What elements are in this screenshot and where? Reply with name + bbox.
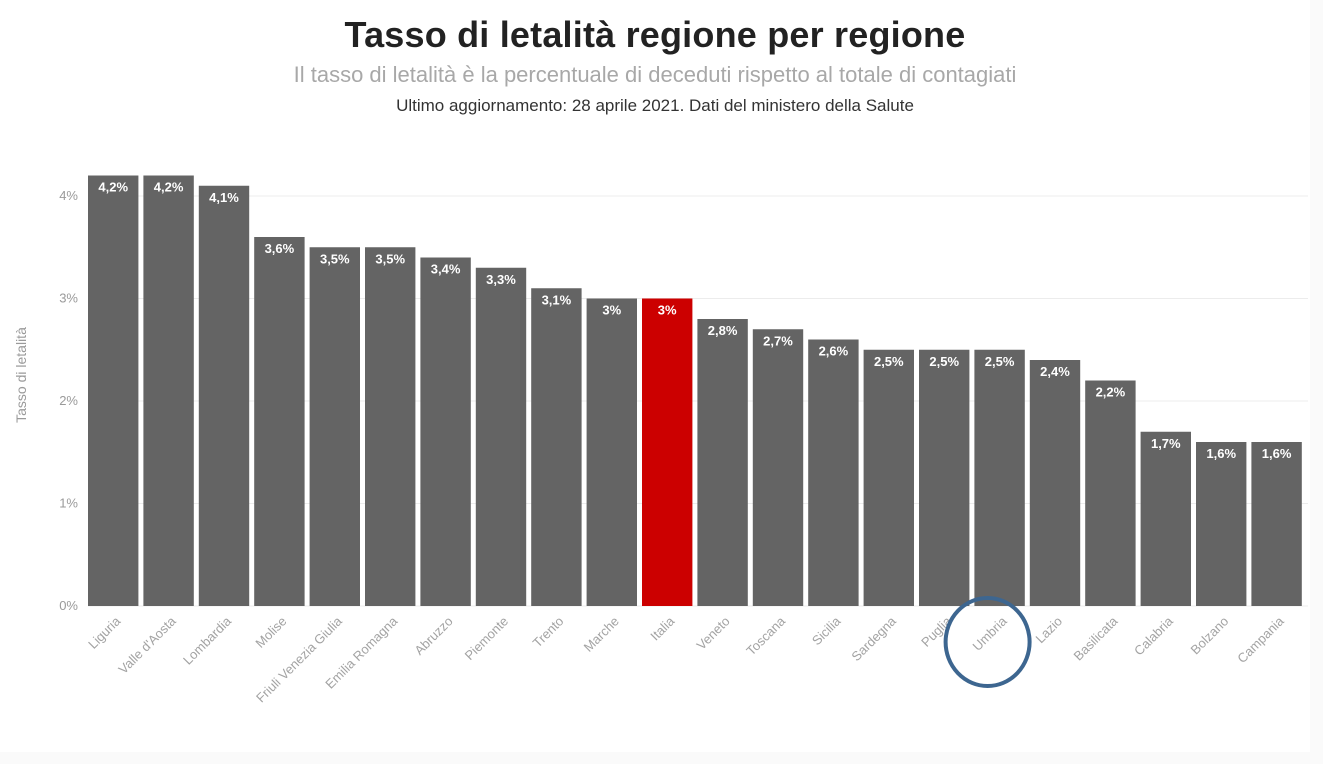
bar <box>863 349 914 606</box>
x-tick-label: Bolzano <box>1187 614 1231 658</box>
bar <box>1196 442 1247 606</box>
bar <box>642 298 693 606</box>
bars <box>88 175 1302 606</box>
y-tick-label: 3% <box>59 291 78 306</box>
x-tick-label: Veneto <box>693 614 732 653</box>
data-label: 1,7% <box>1151 436 1181 451</box>
x-tick-label: Sardegna <box>848 613 899 664</box>
data-label: 3,6% <box>265 241 295 256</box>
bar <box>475 267 527 606</box>
data-label: 2,4% <box>1040 364 1070 379</box>
bar <box>143 175 194 606</box>
x-tick-label: Liguria <box>85 613 124 652</box>
x-tick-label: Sicilia <box>809 613 844 648</box>
x-tick-label: Italia <box>647 613 678 644</box>
bar <box>1085 380 1136 606</box>
y-axis-ticks: 0% 1% 2% 3% 4% <box>59 188 78 613</box>
x-tick-label: Valle d'Aosta <box>115 613 179 677</box>
y-tick-label: 4% <box>59 188 78 203</box>
bar <box>697 319 748 606</box>
annotation-circle <box>943 596 1032 688</box>
x-tick-label: Umbria <box>969 613 1010 654</box>
x-tick-label: Piemonte <box>462 614 511 663</box>
bar <box>309 247 360 606</box>
chart-title: Tasso di letalità regione per regione <box>344 14 966 55</box>
data-label: 3,3% <box>486 272 516 287</box>
bar <box>919 349 970 606</box>
data-label: 2,8% <box>708 323 738 338</box>
data-label: 1,6% <box>1206 446 1236 461</box>
data-label: 3,1% <box>542 292 572 307</box>
x-tick-label: Toscana <box>743 613 788 658</box>
x-tick-label: Campania <box>1234 613 1287 666</box>
bar <box>752 329 804 606</box>
x-tick-label: Lombardia <box>180 613 235 668</box>
data-label: 3,5% <box>320 251 350 266</box>
x-tick-label: Trento <box>530 614 567 651</box>
chart-subtitle: Il tasso di letalità è la percentuale di… <box>293 62 1017 87</box>
bar <box>365 247 416 606</box>
bar <box>974 349 1025 606</box>
chart-page: Tasso di letalità regione per regione Il… <box>13 14 1308 706</box>
data-label: 2,5% <box>874 354 904 369</box>
bar <box>1029 360 1081 606</box>
bar <box>88 175 139 606</box>
data-label: 3% <box>602 303 621 318</box>
data-label: 3,5% <box>375 251 405 266</box>
bar <box>808 339 859 606</box>
bar-chart: 0% 1% 2% 3% 4% Tasso di letalità 4,2% 4,2% 4,1… <box>13 175 1308 705</box>
bar <box>531 288 582 606</box>
data-label: 2,5% <box>985 354 1015 369</box>
y-axis-label: Tasso di letalità <box>13 327 29 423</box>
data-label: 2,6% <box>819 344 849 359</box>
bar <box>1251 442 1302 606</box>
y-tick-label: 2% <box>59 393 78 408</box>
data-label: 4,2% <box>154 180 184 195</box>
data-label: 4,2% <box>98 180 128 195</box>
y-tick-label: 0% <box>59 598 78 613</box>
bar <box>1140 431 1191 606</box>
data-label: 4,1% <box>209 190 239 205</box>
data-label: 2,7% <box>763 333 793 348</box>
bar <box>420 257 471 606</box>
data-label: 2,5% <box>929 354 959 369</box>
data-labels: 4,2% 4,2% 4,1% 3,6% 3,5% 3,5% 3,4% 3,3% 3,1% 3% 3%… <box>98 180 1291 462</box>
y-tick-label: 1% <box>59 496 78 511</box>
data-label: 1,6% <box>1262 446 1292 461</box>
bar <box>198 185 250 606</box>
bar <box>586 298 637 606</box>
x-tick-label: Molise <box>252 614 289 651</box>
data-label: 2,2% <box>1096 385 1126 400</box>
x-tick-label: Basilicata <box>1071 613 1121 663</box>
update-note: Ultimo aggiornamento: 28 aprile 2021. Da… <box>396 96 914 115</box>
data-label: 3,4% <box>431 262 461 277</box>
x-tick-label: Marche <box>581 614 622 655</box>
data-label: 3% <box>658 303 677 318</box>
x-tick-label: Calabria <box>1131 613 1176 658</box>
bar <box>254 237 305 606</box>
x-tick-label: Lazio <box>1033 614 1066 647</box>
x-tick-label: Abruzzo <box>411 614 455 658</box>
x-tick-label: Puglia <box>918 613 955 650</box>
